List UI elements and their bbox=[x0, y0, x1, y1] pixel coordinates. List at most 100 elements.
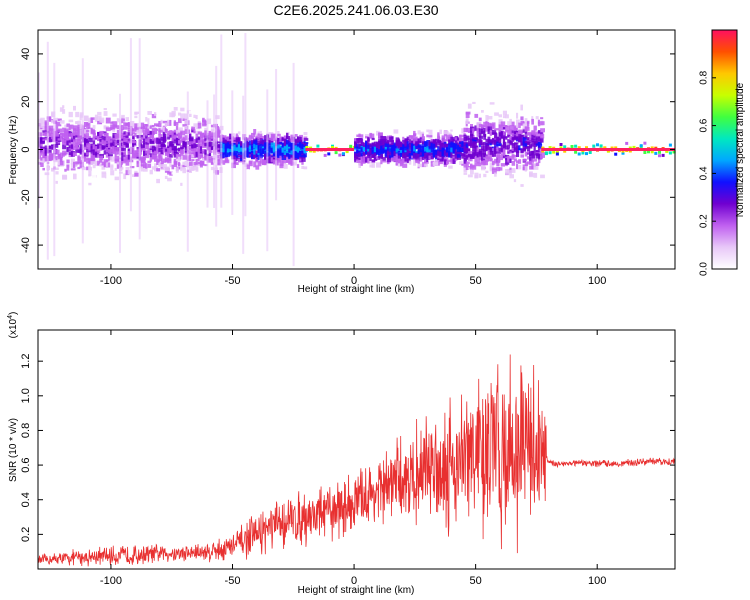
spectrogram-cell bbox=[555, 149, 559, 153]
spectrogram-cell bbox=[73, 173, 77, 180]
spectrogram-cell bbox=[86, 140, 89, 146]
spectrogram-cell bbox=[167, 145, 170, 148]
spectrogram-cell bbox=[535, 140, 539, 144]
spectrogram-cell bbox=[513, 130, 518, 135]
spectrogram-cell bbox=[94, 153, 98, 158]
spectrogram-cell bbox=[540, 152, 545, 158]
spectrogram-cell bbox=[356, 138, 360, 144]
spectrogram-cell bbox=[450, 141, 453, 146]
spectrogram-cell bbox=[498, 123, 502, 128]
spectrogram-cell bbox=[395, 137, 400, 142]
spectrogram-cell bbox=[505, 145, 509, 150]
spectrogram-cell bbox=[206, 159, 212, 163]
spectrogram-cell bbox=[518, 148, 523, 151]
spectrogram-cell bbox=[380, 148, 384, 154]
spectrogram-cell bbox=[441, 153, 444, 159]
spectrogram-cell bbox=[478, 155, 482, 160]
spectrogram-cell bbox=[171, 172, 176, 175]
spectrogram-cell bbox=[110, 142, 113, 147]
spectrogram-cell bbox=[526, 146, 531, 152]
spectrogram-cell bbox=[518, 145, 521, 150]
spectrogram-cell bbox=[494, 133, 498, 139]
spectrogram-cell bbox=[502, 143, 506, 149]
spectrogram-cell bbox=[101, 177, 105, 181]
spectrogram-cell bbox=[220, 34, 223, 208]
spectrogram-cell bbox=[467, 174, 473, 178]
spectrogram-cell bbox=[577, 152, 581, 156]
spectrogram-cell bbox=[491, 160, 495, 166]
spectrogram-cell bbox=[643, 141, 647, 145]
spectrogram-cell bbox=[191, 147, 194, 151]
spectrogram-cell bbox=[354, 138, 358, 145]
spectrogram-cell bbox=[432, 161, 438, 165]
spectrogram-cell bbox=[40, 162, 44, 167]
spectrogram-cell bbox=[105, 133, 109, 139]
spectrogram-cell bbox=[132, 128, 137, 132]
spectrogram-cell bbox=[48, 137, 53, 143]
spectrogram-cell bbox=[507, 149, 510, 152]
spectrogram-cell bbox=[173, 121, 179, 126]
spectrogram-cell bbox=[77, 124, 82, 129]
spectrogram-cell bbox=[472, 152, 475, 156]
spectrogram-cell bbox=[371, 143, 374, 147]
spectrogram-cell bbox=[132, 174, 135, 177]
spectrogram-cell bbox=[509, 151, 513, 154]
spectrogram-cell bbox=[197, 149, 202, 154]
spectrogram-cell bbox=[206, 100, 209, 208]
spectrogram-cell bbox=[123, 156, 127, 162]
spectrogram-cell bbox=[360, 160, 363, 166]
spectrogram-cell bbox=[42, 167, 45, 171]
spectrogram-cell bbox=[125, 143, 129, 148]
spectrogram-cell bbox=[483, 141, 486, 146]
spectrogram-cell bbox=[195, 137, 200, 143]
spectrogram-cell bbox=[151, 125, 155, 129]
spectrogram-cell bbox=[86, 133, 90, 137]
spectrogram-cell bbox=[99, 141, 104, 145]
spectrogram-cell bbox=[378, 141, 381, 145]
spectrogram-cell bbox=[279, 152, 284, 158]
spectrogram-cell bbox=[520, 184, 524, 187]
spectrogram-cell bbox=[424, 143, 428, 147]
spectrogram-cell bbox=[59, 137, 62, 141]
spectrogram-cell bbox=[217, 146, 222, 151]
spectrogram-cell bbox=[156, 161, 160, 165]
spectrogram-cell bbox=[472, 155, 476, 159]
spectrogram-cell bbox=[461, 144, 466, 150]
spectrogram-cell bbox=[531, 154, 536, 159]
spectrogram-cell bbox=[210, 124, 216, 128]
spectrogram-cell bbox=[290, 145, 294, 151]
colorbar-tick-label: 0.4 bbox=[699, 166, 710, 180]
spectrogram-cell bbox=[296, 146, 300, 151]
spectrogram-cell bbox=[248, 134, 252, 138]
spectrogram-cell bbox=[189, 161, 193, 166]
spectrogram-cell bbox=[167, 119, 172, 125]
spectrogram-cell bbox=[204, 156, 207, 159]
spectrogram-cell bbox=[92, 125, 96, 130]
spectrogram-cell bbox=[259, 138, 263, 144]
spectrogram-cell bbox=[456, 151, 461, 155]
spectrogram-cell bbox=[88, 143, 92, 149]
spectrogram-cell bbox=[540, 128, 545, 133]
spectrogram-cell bbox=[180, 107, 185, 112]
spectrogram-cell bbox=[97, 149, 101, 154]
spectrogram-cell bbox=[134, 152, 137, 158]
spectrogram-cell bbox=[191, 154, 194, 158]
spectrogram-cell bbox=[516, 151, 520, 154]
spectrogram-cell bbox=[226, 152, 231, 157]
spectrogram-cells bbox=[38, 33, 676, 267]
spectrogram-cell bbox=[537, 144, 543, 148]
spectrogram-cell bbox=[68, 111, 73, 118]
spectrogram-cell bbox=[533, 172, 538, 178]
spectrogram-cell bbox=[147, 126, 150, 129]
spectrogram-cell bbox=[463, 134, 467, 137]
spectrogram-cell bbox=[70, 144, 74, 149]
spectrogram-cell bbox=[55, 124, 59, 131]
spectrogram-cell bbox=[378, 132, 383, 139]
spectrogram-cell bbox=[402, 152, 405, 156]
spectrogram-cell bbox=[84, 146, 88, 150]
spectrogram-cell bbox=[281, 157, 287, 164]
spectrogram-cell bbox=[417, 163, 422, 168]
spectrogram-cell bbox=[186, 155, 191, 161]
spectrogram-cell bbox=[244, 162, 249, 167]
spectrogram-cell bbox=[180, 131, 183, 134]
